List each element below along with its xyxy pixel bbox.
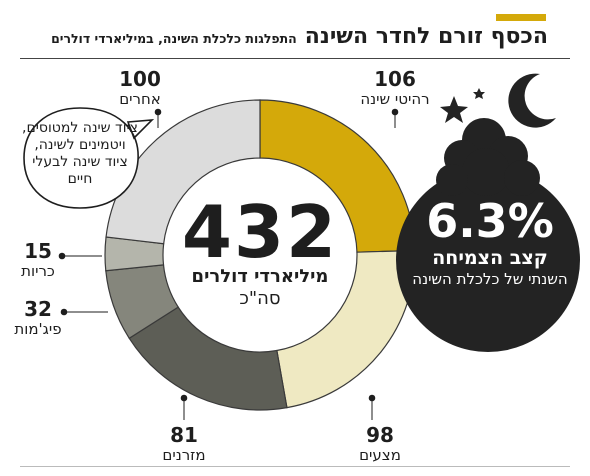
label-mattresses: 81 מזרנים	[144, 424, 224, 464]
label-bedroom-furniture: 106 רהיטי שינה	[350, 68, 440, 108]
value-pajamas: 32	[24, 297, 52, 321]
center-unit-label: מיליארדי דולרים	[191, 266, 329, 287]
chart-subtitle: התפלגות כלכלת השינה, במיליארדי דולרים	[51, 31, 297, 46]
growth-title: קצב הצמיחה	[432, 247, 548, 269]
label-bedding: 98 מצעים	[340, 424, 420, 464]
moon-icon	[508, 73, 556, 128]
name-other: אחרים	[119, 90, 161, 108]
center-total-label: סה"כ	[239, 288, 281, 309]
star-icon-small	[473, 88, 485, 99]
growth-circle	[396, 168, 580, 352]
note-bubble	[23, 107, 155, 209]
chart-title: הכסף זורם לחדר השינה	[304, 24, 548, 49]
leader-dot-mattresses	[180, 394, 188, 402]
leader-dot-pajamas	[60, 308, 68, 316]
header-rule	[20, 58, 570, 59]
header: הכסף זורם לחדר השינה התפלגות כלכלת השינה…	[0, 24, 548, 56]
value-pillows: 15	[24, 239, 52, 263]
label-other: 100 אחרים	[100, 68, 180, 108]
label-pillows: 15 כריות	[16, 240, 60, 280]
cloud-icon	[436, 118, 540, 196]
leader-dot-bedding	[368, 394, 376, 402]
leader-dot-bedroom-furniture	[391, 108, 399, 116]
leader-lines	[58, 108, 399, 420]
value-bedroom-furniture: 106	[374, 67, 416, 91]
value-mattresses: 81	[170, 423, 198, 447]
growth-description: השנתי של כלכלת השינה	[412, 270, 568, 288]
leader-dot-pillows	[58, 252, 66, 260]
value-bedding: 98	[366, 423, 394, 447]
accent-bar	[496, 14, 546, 21]
value-other: 100	[119, 67, 161, 91]
name-pajamas: פיג'מות	[14, 320, 62, 338]
center-total-value: 432	[181, 190, 339, 274]
name-bedroom-furniture: רהיטי שינה	[360, 90, 430, 108]
label-pajamas: 32 פיג'מות	[14, 298, 62, 338]
growth-graphic	[396, 73, 580, 352]
growth-value: 6.3%	[426, 194, 554, 248]
star-icon-large	[440, 96, 468, 123]
other-note: ציוד שינה למטוסים, ויטמינים לשינה, ציוד …	[22, 120, 138, 187]
name-mattresses: מזרנים	[162, 446, 206, 464]
name-pillows: כריות	[21, 262, 55, 280]
donut-slices	[104, 99, 416, 411]
slice-bedding	[276, 249, 416, 409]
bottom-rule	[20, 466, 570, 467]
name-bedding: מצעים	[359, 446, 401, 464]
leader-dot-other	[154, 108, 162, 116]
